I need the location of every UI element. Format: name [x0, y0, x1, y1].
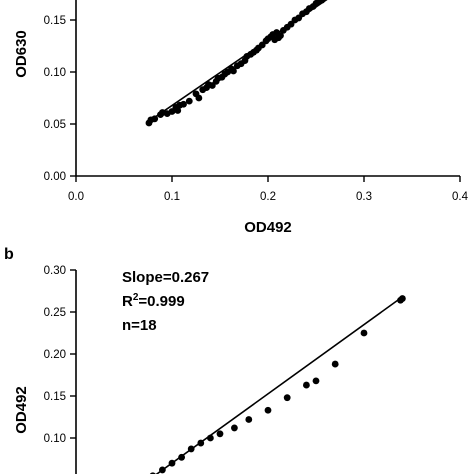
panel-b-fit-line: [155, 296, 403, 474]
panel-b: b 0.30 0.25 0.20 0.15 0.10 OD492 Slope=0.267…: [4, 246, 406, 474]
n-annotation: n=18: [122, 317, 157, 334]
panel-a-data-point: [180, 100, 187, 108]
panel-b-data-point: [283, 394, 291, 402]
panel-b-data-point: [399, 295, 406, 302]
panel-b-letter: b: [4, 246, 14, 263]
panel-a: 0.00 0.05 0.10 0.15 0.0 0.1 0.2 0.3 0.4 OD630 O…: [13, 0, 469, 236]
slope-annotation: Slope=0.267: [122, 269, 209, 286]
panel-a-x-tick-label: 0.4: [452, 191, 469, 203]
panel-a-data-point: [230, 67, 237, 75]
panel-a-data-point: [195, 94, 203, 102]
panel-b-data-point: [312, 377, 320, 385]
panel-b-y-axis-label: OD492: [13, 386, 30, 434]
panel-b-y-tick-label: 0.20: [44, 349, 66, 361]
panel-b-data-point: [303, 381, 310, 389]
r-squared-annotation: R2=0.999: [122, 292, 185, 310]
r-squared-superscript: 2: [133, 292, 139, 303]
panel-a-y-tick-label: 0.00: [44, 171, 66, 183]
panel-b-data-point: [360, 329, 368, 337]
panel-a-y-tick-label: 0.10: [44, 67, 66, 79]
panel-a-x-axis-label: OD492: [244, 219, 292, 236]
panel-b-y-tick-label: 0.30: [44, 265, 66, 277]
panel-a-fit-line: [147, 0, 328, 123]
panel-a-y-axis-label: OD630: [13, 30, 30, 78]
panel-a-data-point: [277, 32, 284, 39]
panel-b-data-point: [331, 360, 339, 368]
panel-a-x-tick-label: 0.3: [356, 191, 372, 203]
panel-b-data-point: [264, 406, 272, 414]
panel-b-data-point: [245, 416, 253, 423]
panel-a-y-ticks: 0.00 0.05 0.10 0.15: [44, 15, 76, 183]
panel-b-y-ticks: 0.30 0.25 0.20 0.15 0.10: [44, 265, 76, 445]
panel-a-data-point: [174, 107, 182, 114]
panel-b-points: [149, 295, 406, 474]
panel-a-x-ticks: 0.0 0.1 0.2 0.3 0.4: [68, 176, 469, 203]
panel-a-x-tick-label: 0.1: [164, 191, 180, 203]
panel-b-y-tick-label: 0.15: [44, 391, 66, 403]
panel-a-x-tick-label: 0.2: [260, 191, 276, 203]
panel-a-x-tick-label: 0.0: [68, 191, 84, 203]
panel-a-y-tick-label: 0.15: [44, 15, 66, 27]
r-squared-value: =0.999: [138, 293, 184, 310]
panel-b-y-tick-label: 0.25: [44, 307, 66, 319]
r-squared-base: R: [122, 293, 133, 310]
panel-a-data-point: [185, 97, 193, 105]
panel-b-data-point: [231, 424, 238, 432]
panel-b-data-point: [216, 430, 224, 438]
panel-a-y-tick-label: 0.05: [44, 119, 66, 131]
panel-b-y-tick-label: 0.10: [44, 433, 66, 445]
